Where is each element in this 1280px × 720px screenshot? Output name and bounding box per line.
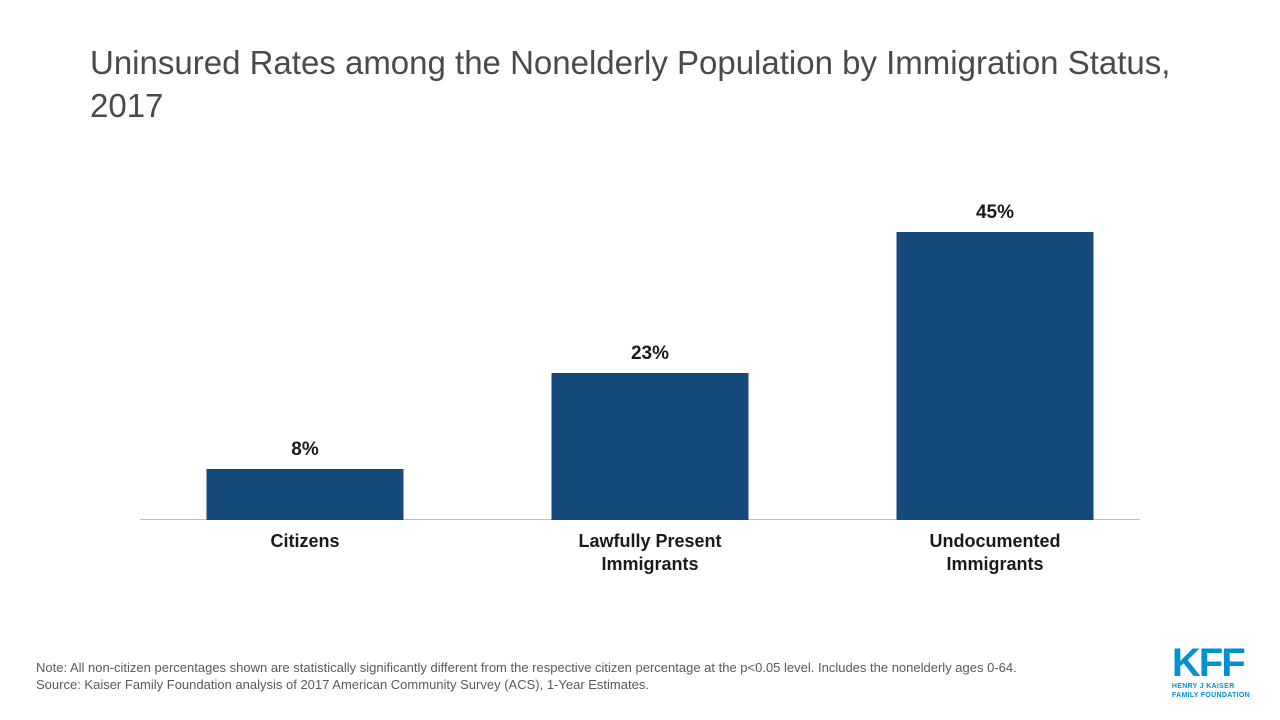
bar-value-label: 23% [631,343,669,365]
bar-chart: 8%Citizens23%Lawfully PresentImmigrants4… [140,200,1140,570]
footnote-source: Source: Kaiser Family Foundation analysi… [36,676,1017,694]
category-label: Lawfully PresentImmigrants [578,530,721,577]
bar-value-label: 8% [291,439,318,461]
kff-logo: KFF HENRY J KAISER FAMILY FOUNDATION [1172,645,1250,700]
footnotes: Note: All non-citizen percentages shown … [36,659,1017,694]
category-label: Citizens [270,530,339,553]
footnote-note: Note: All non-citizen percentages shown … [36,659,1017,677]
logo-text: KFF [1172,645,1250,681]
bar [552,373,749,520]
category-label: UndocumentedImmigrants [929,530,1060,577]
chart-title: Uninsured Rates among the Nonelderly Pop… [90,42,1190,128]
bar [897,232,1094,520]
bar [207,469,404,520]
logo-subtitle-2: FAMILY FOUNDATION [1172,692,1250,700]
bar-value-label: 45% [976,202,1014,224]
